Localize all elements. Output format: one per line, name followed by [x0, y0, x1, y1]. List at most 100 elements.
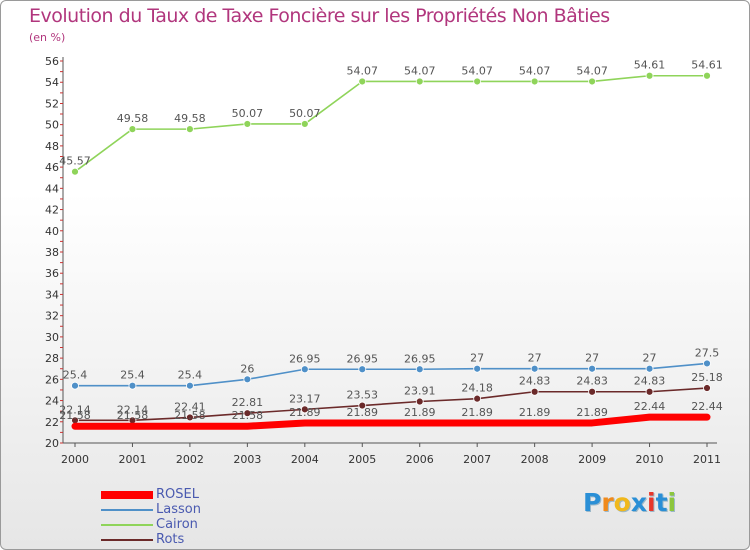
chart-title: Evolution du Taux de Taxe Foncière sur l… — [29, 5, 610, 27]
data-point — [703, 384, 711, 392]
data-label: 54.07 — [404, 64, 436, 77]
x-tick-label: 2001 — [118, 453, 146, 466]
y-tick-label: 48 — [45, 140, 59, 153]
series-line-cairon — [74, 74, 708, 173]
axes: 20 22 24 26 28 30 32 34 36 38 40 42 44 46 48 50 52 54 56 20… — [45, 55, 721, 466]
data-label: 21.58 — [232, 409, 264, 422]
data-label: 21.89 — [576, 406, 608, 419]
logo-letter: i — [647, 488, 656, 517]
data-point — [358, 365, 367, 374]
data-label: 22.81 — [232, 396, 264, 409]
y-tick-label: 54 — [45, 76, 59, 89]
x-tick-label: 2005 — [348, 453, 376, 466]
data-label: 22.44 — [634, 400, 666, 413]
y-tick-label: 28 — [45, 352, 59, 365]
data-label: 21.89 — [404, 406, 436, 419]
data-label: 21.89 — [519, 406, 551, 419]
x-tick-label: 2000 — [61, 453, 89, 466]
data-label: 26.95 — [347, 352, 379, 365]
data-label: 50.07 — [289, 107, 321, 120]
x-tick-label: 2008 — [521, 453, 549, 466]
data-label: 27 — [585, 352, 599, 365]
data-point — [530, 77, 539, 86]
data-labels: 45.57 49.58 49.58 50.07 50.07 54.07 54.07 54.07… — [59, 59, 723, 422]
data-point — [645, 71, 654, 80]
logo-letter: x — [630, 488, 647, 517]
y-tick-label: 52 — [45, 97, 59, 110]
logo-letter: i — [667, 488, 677, 517]
data-label: 21.89 — [289, 406, 321, 419]
data-label: 27 — [528, 352, 542, 365]
x-tick-label: 2006 — [406, 453, 434, 466]
data-point — [588, 387, 596, 396]
data-point — [300, 405, 309, 414]
data-point — [415, 77, 424, 86]
legend-item-cairon: Cairon — [101, 517, 301, 532]
data-label: 27 — [643, 352, 657, 365]
data-point — [588, 364, 596, 373]
data-label: 50.07 — [232, 107, 264, 120]
data-label: 23.53 — [347, 389, 379, 402]
data-point — [645, 364, 654, 373]
data-label: 45.57 — [59, 155, 91, 168]
y-tick-label: 22 — [45, 416, 59, 429]
data-point — [473, 364, 482, 373]
x-tick-label: 2003 — [233, 453, 261, 466]
data-point — [473, 394, 482, 403]
x-tick-label: 2011 — [693, 453, 721, 466]
data-label: 21.58 — [174, 409, 206, 422]
data-point — [358, 77, 367, 86]
y-tick-label: 42 — [45, 204, 59, 217]
y-tick-label: 50 — [45, 119, 59, 132]
data-label: 24.83 — [519, 375, 551, 388]
data-label: 23.17 — [289, 392, 321, 405]
legend-label: ROSEL — [156, 487, 199, 502]
data-point — [243, 120, 252, 128]
data-point — [415, 397, 424, 406]
logo-letter: r — [601, 488, 614, 517]
data-point — [186, 413, 194, 422]
data-label: 22.14 — [117, 403, 149, 416]
data-point — [128, 125, 137, 134]
legend-swatch — [101, 491, 153, 499]
data-point — [128, 381, 137, 390]
data-label: 26.95 — [404, 352, 436, 365]
y-tick-label: 20 — [45, 437, 59, 450]
data-point — [300, 365, 309, 374]
y-tick-label: 32 — [45, 310, 59, 323]
legend-item-lasson: Lasson — [101, 502, 301, 517]
data-point — [186, 125, 194, 134]
data-label: 22.14 — [59, 403, 91, 416]
chart-subtitle: (en %) — [29, 31, 66, 44]
data-label: 25.4 — [120, 369, 145, 382]
data-label: 54.61 — [634, 59, 666, 72]
data-point — [71, 381, 79, 390]
data-point — [415, 365, 424, 374]
data-point — [243, 409, 252, 418]
x-tick-label: 2010 — [636, 453, 664, 466]
data-label: 25.18 — [691, 371, 723, 384]
data-label: 21.89 — [347, 406, 379, 419]
x-tick-label: 2007 — [463, 453, 491, 466]
legend-label: Lasson — [156, 502, 201, 517]
series-line-rosel — [71, 413, 711, 430]
data-point — [588, 77, 596, 86]
data-point — [530, 387, 539, 396]
series-line-rots — [74, 387, 708, 422]
legend-item-rots: Rots — [101, 532, 301, 547]
data-point — [473, 77, 482, 86]
legend-label: Cairon — [156, 517, 198, 532]
y-tick-label: 24 — [45, 395, 59, 408]
y-tick-label: 44 — [45, 182, 59, 195]
y-tick-label: 38 — [45, 246, 59, 259]
data-point — [300, 120, 309, 128]
proxiti-logo: Proxiti — [583, 488, 676, 517]
series-line-lasson — [74, 362, 708, 387]
data-label: 25.4 — [63, 369, 88, 382]
x-tick-label: 2009 — [578, 453, 606, 466]
legend-item-rosel: ROSEL — [101, 487, 301, 502]
data-label: 24.18 — [461, 382, 493, 395]
logo-letter: P — [583, 488, 602, 517]
